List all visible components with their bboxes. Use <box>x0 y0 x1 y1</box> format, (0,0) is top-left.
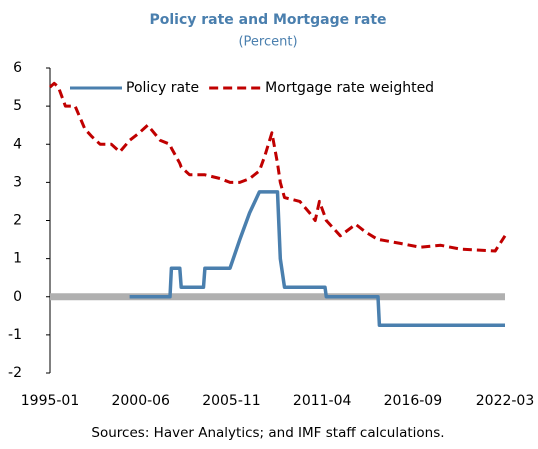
x-tick-label: 2005-11 <box>202 393 261 409</box>
x-tick-label: 1995-01 <box>21 393 80 409</box>
chart-subtitle: (Percent) <box>238 35 297 50</box>
y-tick-label: 2 <box>13 213 22 229</box>
series-line <box>129 190 505 328</box>
series-line <box>48 81 507 253</box>
y-tick-label: 0 <box>13 289 22 305</box>
y-tick-label: -1 <box>8 327 22 343</box>
x-tick-label: 2022-03 <box>476 393 535 409</box>
y-tick-label: 1 <box>13 251 22 267</box>
y-tick-label: 4 <box>13 136 22 152</box>
chart-title: Policy rate and Mortgage rate <box>149 12 386 28</box>
y-tick-label: 5 <box>13 98 22 114</box>
y-tick-label: 6 <box>13 60 22 76</box>
source-note: Sources: Haver Analytics; and IMF staff … <box>91 425 444 441</box>
x-tick-label: 2011-04 <box>293 393 352 409</box>
x-tick-label: 2016-09 <box>384 393 443 409</box>
legend-label: Policy rate <box>126 80 199 96</box>
y-tick-label: -2 <box>8 365 22 381</box>
legend-label: Mortgage rate weighted <box>265 80 434 96</box>
y-tick-label: 3 <box>13 174 22 190</box>
x-tick-label: 2000-06 <box>111 393 170 409</box>
